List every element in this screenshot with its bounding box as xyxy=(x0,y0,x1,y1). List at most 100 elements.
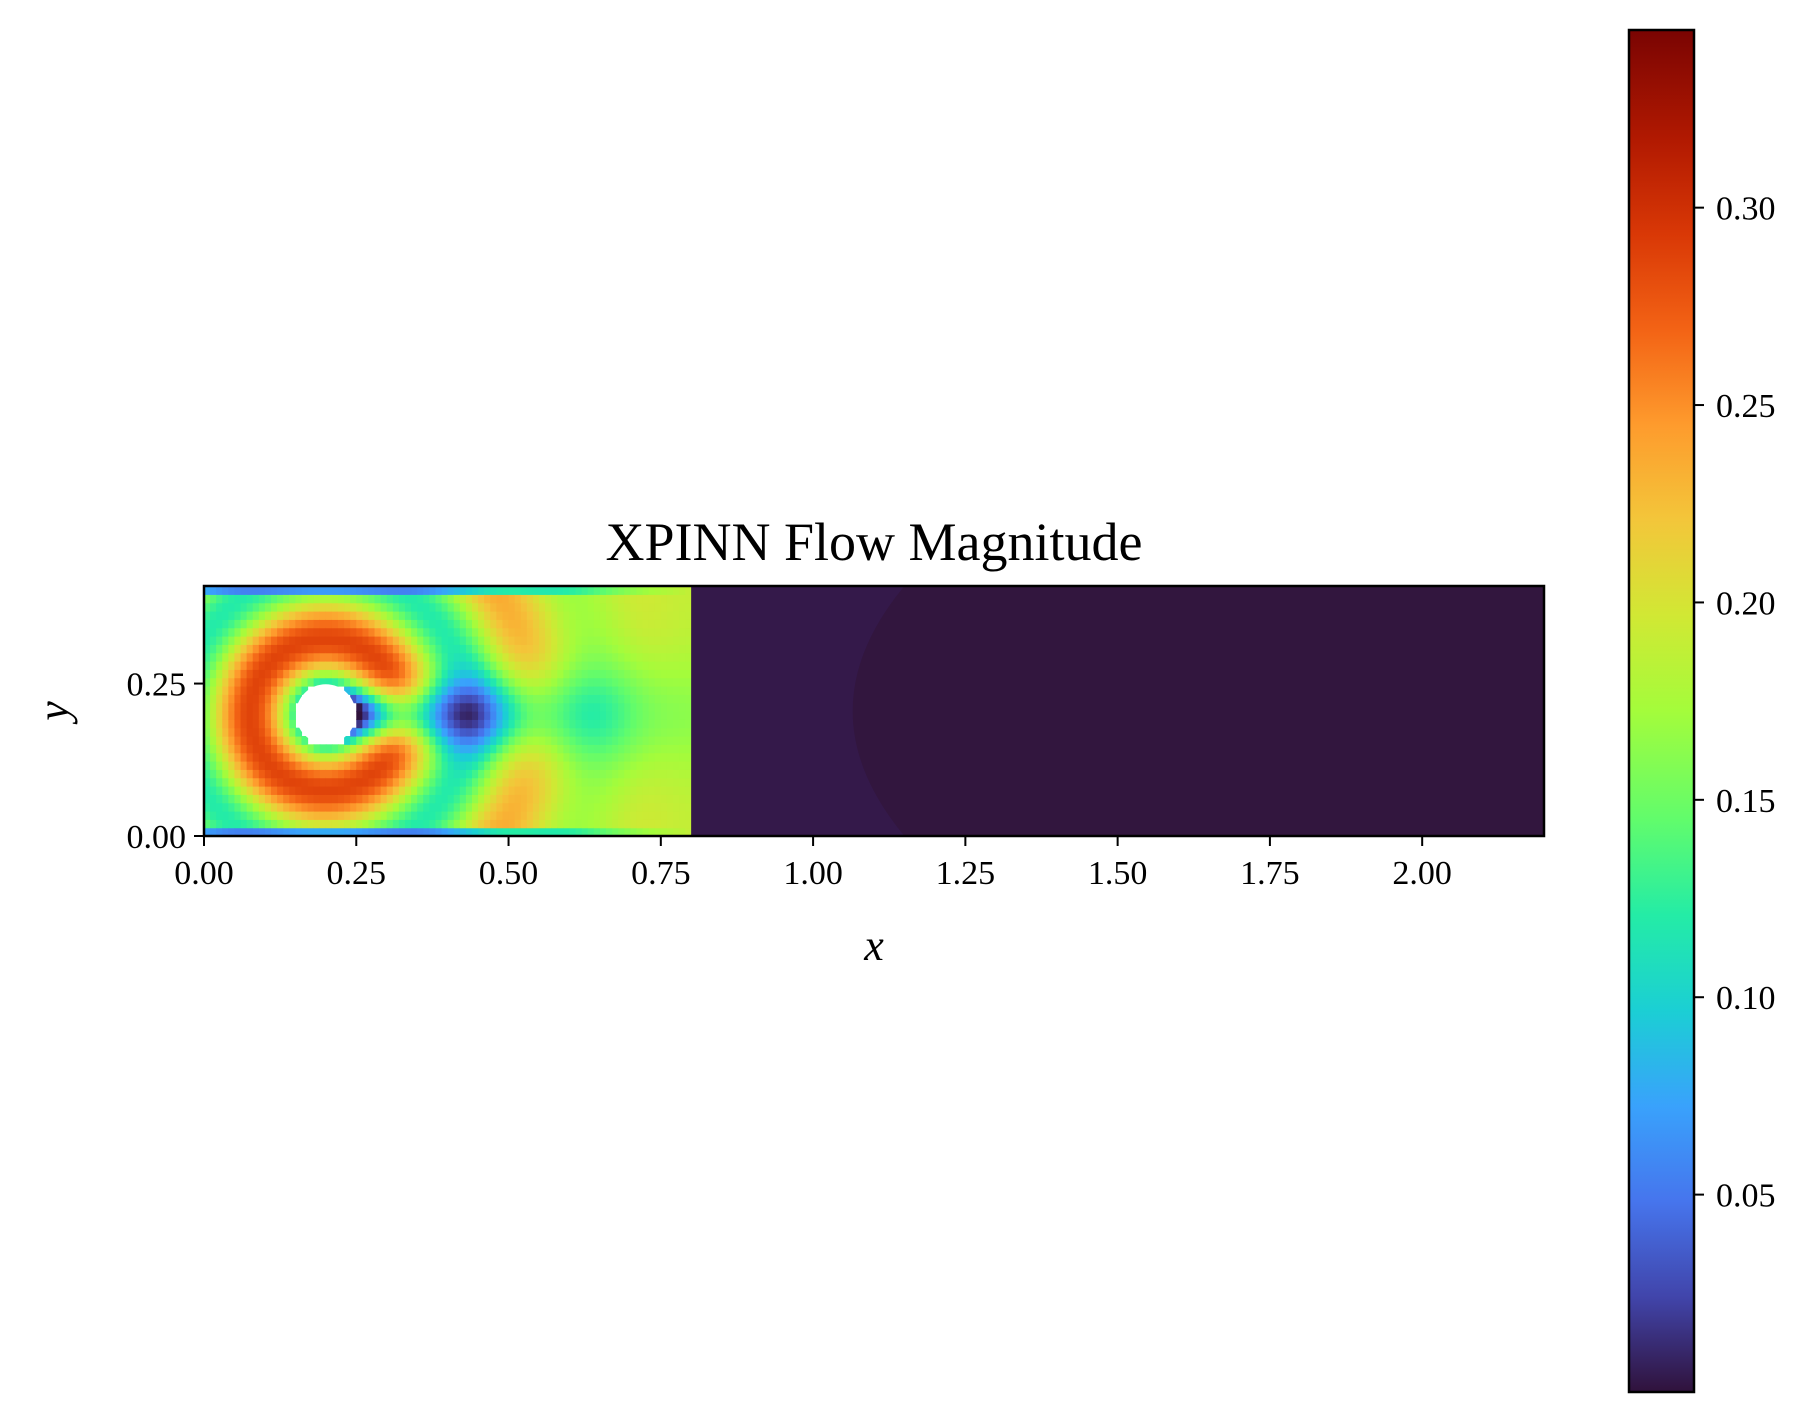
heatmap-cell xyxy=(374,811,382,820)
heatmap-cell xyxy=(301,794,309,804)
heatmap-cell xyxy=(496,802,504,812)
heatmap-cell xyxy=(398,669,406,679)
heatmap-cell xyxy=(392,777,400,787)
heatmap-cell xyxy=(679,652,686,662)
heatmap-cell xyxy=(313,619,321,629)
heatmap-cell xyxy=(356,727,363,737)
heatmap-cell xyxy=(618,686,625,695)
heatmap-cell xyxy=(673,652,680,662)
heatmap-cell xyxy=(673,819,680,829)
heatmap-cell xyxy=(472,669,479,679)
heatmap-cell xyxy=(557,611,564,620)
heatmap-cell xyxy=(514,802,522,812)
heatmap-cell xyxy=(459,702,467,712)
heatmap-cell xyxy=(222,777,229,787)
heatmap-cell xyxy=(539,677,546,687)
heatmap-cell xyxy=(447,736,455,745)
heatmap-cell xyxy=(453,727,461,737)
heatmap-cell xyxy=(508,752,516,762)
heatmap-cell xyxy=(374,661,382,670)
heatmap-cell xyxy=(508,594,516,604)
heatmap-cell xyxy=(508,811,516,820)
heatmap-cell xyxy=(344,769,351,779)
heatmap-cell xyxy=(648,727,656,737)
heatmap-cell xyxy=(539,761,546,770)
heatmap-cell xyxy=(526,652,534,662)
heatmap-cell xyxy=(587,619,595,629)
heatmap-cell xyxy=(526,602,534,612)
heatmap-cell xyxy=(478,627,485,637)
heatmap-cell xyxy=(356,686,363,695)
heatmap-cell xyxy=(508,619,516,629)
heatmap-cell xyxy=(648,794,656,804)
heatmap-cell xyxy=(350,794,357,804)
heatmap-cell xyxy=(210,644,217,654)
heatmap-cell xyxy=(429,794,437,804)
heatmap-cell xyxy=(606,636,613,645)
heatmap-cell xyxy=(465,736,473,745)
heatmap-cell xyxy=(532,736,540,745)
heatmap-cell xyxy=(673,636,680,645)
heatmap-cell xyxy=(612,811,619,820)
heatmap-cell xyxy=(283,686,290,695)
heatmap-cell xyxy=(447,586,455,595)
heatmap-cell xyxy=(234,711,242,720)
heatmap-cell xyxy=(679,627,686,637)
heatmap-cell xyxy=(648,777,656,787)
heatmap-cell xyxy=(405,644,412,654)
heatmap-cell xyxy=(484,761,491,770)
heatmap-cell xyxy=(368,586,376,595)
heatmap-cell xyxy=(411,702,418,712)
heatmap-cell xyxy=(271,619,278,629)
heatmap-cell xyxy=(252,661,260,670)
heatmap-cell xyxy=(429,761,437,770)
heatmap-cell xyxy=(405,769,412,779)
heatmap-cell xyxy=(277,727,284,737)
heatmap-cell xyxy=(362,619,370,629)
heatmap-cell xyxy=(411,811,418,820)
heatmap-cell xyxy=(557,744,564,754)
heatmap-cell xyxy=(411,761,418,770)
heatmap-cell xyxy=(508,627,516,637)
heatmap-cell xyxy=(545,786,552,795)
heatmap-cell xyxy=(490,644,497,654)
heatmap-cell xyxy=(447,827,455,836)
heatmap-cell xyxy=(374,727,382,737)
heatmap-cell xyxy=(210,819,217,829)
heatmap-cell xyxy=(258,752,266,762)
heatmap-cell xyxy=(380,602,388,612)
heatmap-cell xyxy=(612,827,619,836)
heatmap-cell xyxy=(240,761,248,770)
heatmap-cell xyxy=(283,627,290,637)
heatmap-cell xyxy=(453,827,461,836)
heatmap-cell xyxy=(484,802,491,812)
heatmap-cell xyxy=(465,652,473,662)
heatmap-cell xyxy=(246,736,254,745)
heatmap-cell xyxy=(587,627,595,637)
heatmap-cell xyxy=(252,594,260,604)
heatmap-cell xyxy=(520,669,528,679)
heatmap-cell xyxy=(630,744,638,754)
heatmap-cell xyxy=(405,694,412,704)
heatmap-cell xyxy=(435,711,443,720)
heatmap-cell xyxy=(630,786,638,795)
chart-title: XPINN Flow Magnitude xyxy=(606,512,1143,572)
heatmap-cell xyxy=(356,627,363,637)
heatmap-cell xyxy=(496,752,504,762)
heatmap-cell xyxy=(295,827,303,836)
heatmap-cell xyxy=(654,761,662,770)
heatmap-cell xyxy=(630,627,638,637)
heatmap-cell xyxy=(551,769,558,779)
heatmap-cell xyxy=(405,677,412,687)
heatmap-cell xyxy=(587,786,595,795)
heatmap-cell xyxy=(319,761,327,770)
heatmap-cell xyxy=(338,652,345,662)
heatmap-cell xyxy=(374,752,382,762)
heatmap-cell xyxy=(532,794,540,804)
heatmap-cell xyxy=(246,769,254,779)
heatmap-cell xyxy=(338,669,345,679)
heatmap-cell xyxy=(660,594,668,604)
heatmap-cell xyxy=(599,602,607,612)
heatmap-cell xyxy=(666,811,674,820)
heatmap-cell xyxy=(331,652,339,662)
